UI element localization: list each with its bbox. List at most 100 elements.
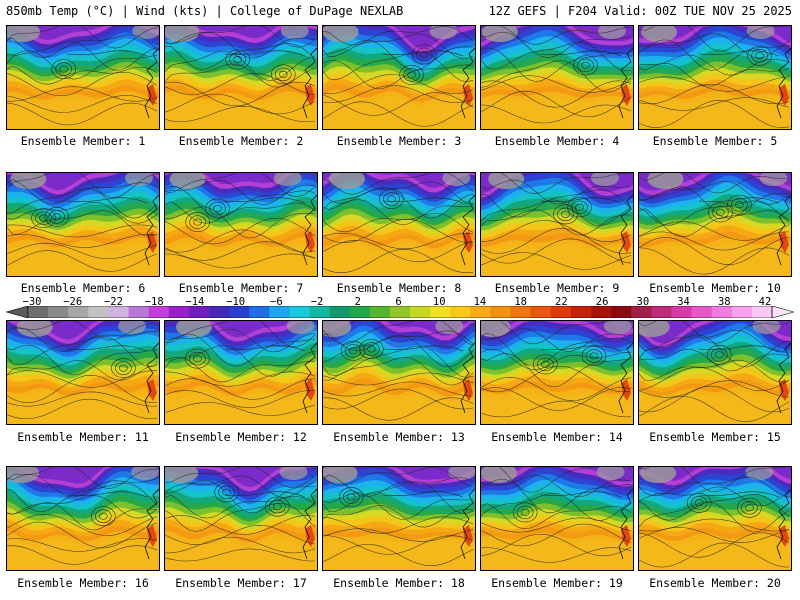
colorbar-swatch [48,306,69,318]
colorbar-tick-label: −14 [185,296,205,308]
colorbar-swatch [490,306,511,318]
colorbar-tick-label: −22 [103,296,123,308]
colorbar-swatch [309,306,331,318]
colorbar-tick-label: 2 [354,296,361,308]
colorbar-swatch [249,306,270,318]
colorbar-swatch [88,306,109,318]
temperature-map [481,26,633,129]
ensemble-member-label: Ensemble Member: 12 [175,430,307,444]
colorbar-swatch [349,306,371,318]
ensemble-member-label: Ensemble Member: 15 [649,430,781,444]
ensemble-panel-13 [322,320,476,425]
temperature-map [639,467,791,570]
colorbar-swatch [389,306,411,318]
ensemble-panel-20 [638,466,792,571]
colorbar-swatch [510,306,532,318]
colorbar-swatch [651,306,672,318]
temperature-map [165,173,317,276]
colorbar-tick-label: 14 [473,296,487,308]
model-valid-time: 12Z GEFS | F204 Valid: 00Z TUE NOV 25 20… [488,4,792,18]
ensemble-member-label: Ensemble Member: 6 [20,281,146,295]
colorbar-swatch [410,306,431,318]
ensemble-panel-7 [164,172,318,277]
temperature-colorbar [6,306,794,318]
temperature-map [481,321,633,424]
temperature-map [323,26,475,129]
temperature-map [481,173,633,276]
colorbar-swatch [28,306,49,318]
colorbar-tick-label: 22 [555,296,568,308]
temperature-map [639,321,791,424]
colorbar-swatch [550,306,572,318]
ensemble-panel-12 [164,320,318,425]
colorbar-tick-label: 6 [395,296,402,308]
ensemble-member-label: Ensemble Member: 7 [178,281,304,295]
colorbar-swatch [691,306,713,318]
colorbar-tick-label: 10 [432,296,446,308]
colorbar-swatch [68,306,89,318]
colorbar-swatch [731,306,753,318]
ensemble-panel-17 [164,466,318,571]
ensemble-member-label: Ensemble Member: 11 [17,430,149,444]
colorbar-swatch [208,306,230,318]
colorbar-tick-label: −18 [144,296,164,308]
ensemble-panel-5 [638,25,792,130]
colorbar-swatch [369,306,391,318]
map-title: 850mb Temp (°C) | Wind (kts) | College o… [6,4,404,18]
colorbar-tick-label: 18 [514,296,527,308]
colorbar-tick-label: 34 [677,296,690,308]
colorbar-swatch [128,306,150,318]
colorbar-swatch [450,306,471,318]
colorbar-tick-label: 38 [717,296,731,308]
temperature-map [165,467,317,570]
ensemble-panel-11 [6,320,160,425]
colorbar-tick-label: −10 [226,296,246,308]
colorbar-swatch [711,306,733,318]
ensemble-panel-8 [322,172,476,277]
temperature-map [323,173,475,276]
colorbar-swatch [591,306,612,318]
ensemble-member-label: Ensemble Member: 9 [494,281,620,295]
ensemble-member-label: Ensemble Member: 2 [178,134,304,148]
colorbar-swatch [470,306,491,318]
ensemble-member-label: Ensemble Member: 4 [494,134,620,148]
ensemble-panel-10 [638,172,792,277]
colorbar-swatch [188,306,210,318]
colorbar-swatch [329,306,351,318]
temperature-map [7,173,159,276]
temperature-map [7,26,159,129]
ensemble-member-label: Ensemble Member: 5 [652,134,778,148]
colorbar-tick-label: 26 [595,296,609,308]
colorbar-swatch [289,306,310,318]
temperature-map [165,26,317,129]
colorbar-swatch [168,306,190,318]
ensemble-member-label: Ensemble Member: 1 [20,134,146,148]
ensemble-member-label: Ensemble Member: 19 [491,576,623,590]
colorbar-tick-label: 42 [758,296,772,308]
ensemble-member-label: Ensemble Member: 20 [649,576,781,590]
ensemble-member-label: Ensemble Member: 17 [175,576,307,590]
ensemble-panel-4 [480,25,634,130]
temperature-map [7,321,159,424]
colorbar-tick-label: −30 [22,296,42,308]
ensemble-panel-3 [322,25,476,130]
temperature-map [639,173,791,276]
colorbar-swatch [671,306,692,318]
ensemble-panel-15 [638,320,792,425]
ensemble-panel-18 [322,466,476,571]
colorbar-swatch [751,306,773,318]
ensemble-member-label: Ensemble Member: 13 [333,430,465,444]
colorbar-swatch [148,306,170,318]
colorbar-swatch [570,306,592,318]
ensemble-panel-16 [6,466,160,571]
colorbar-swatch [269,306,290,318]
temperature-map [639,26,791,129]
colorbar-swatch [611,306,632,318]
colorbar-tick-label: −2 [310,296,324,308]
colorbar-swatch [631,306,652,318]
ensemble-member-label: Ensemble Member: 18 [333,576,465,590]
ensemble-member-label: Ensemble Member: 3 [336,134,462,148]
temperature-map [165,321,317,424]
ensemble-panel-19 [480,466,634,571]
colorbar-tick-label: −6 [270,296,283,308]
